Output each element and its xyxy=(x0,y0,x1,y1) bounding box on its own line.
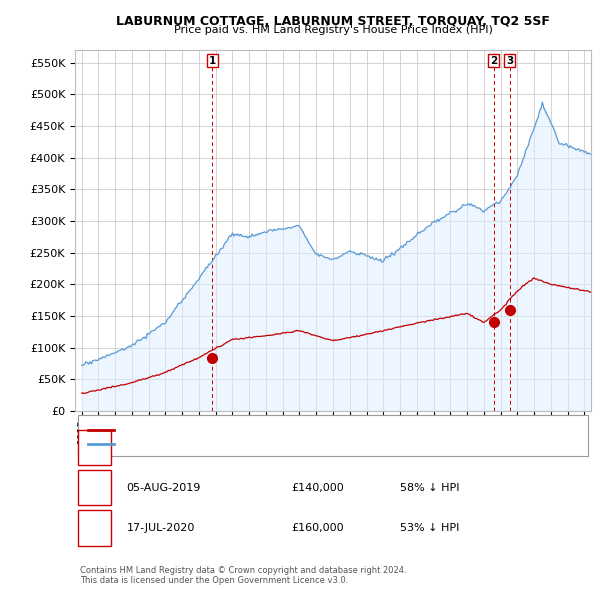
Text: £140,000: £140,000 xyxy=(292,483,344,493)
Text: 56% ↓ HPI: 56% ↓ HPI xyxy=(400,442,460,452)
Text: LABURNUM COTTAGE, LABURNUM STREET, TORQUAY, TQ2 5SF (detached house): LABURNUM COTTAGE, LABURNUM STREET, TORQU… xyxy=(119,425,503,434)
FancyBboxPatch shape xyxy=(77,415,589,456)
FancyBboxPatch shape xyxy=(77,430,111,465)
Text: Contains HM Land Registry data © Crown copyright and database right 2024.
This d: Contains HM Land Registry data © Crown c… xyxy=(80,566,407,585)
FancyBboxPatch shape xyxy=(77,470,111,505)
Text: £84,500: £84,500 xyxy=(292,442,338,452)
Text: 17-JUL-2020: 17-JUL-2020 xyxy=(127,523,195,533)
Text: Price paid vs. HM Land Registry's House Price Index (HPI): Price paid vs. HM Land Registry's House … xyxy=(173,25,493,35)
Text: 58% ↓ HPI: 58% ↓ HPI xyxy=(400,483,460,493)
Text: 3: 3 xyxy=(91,522,98,535)
Text: 11-OCT-2002: 11-OCT-2002 xyxy=(127,442,199,452)
Text: 53% ↓ HPI: 53% ↓ HPI xyxy=(400,523,460,533)
Text: £160,000: £160,000 xyxy=(292,523,344,533)
Text: 2: 2 xyxy=(490,55,497,65)
Text: HPI: Average price, detached house, Torbay: HPI: Average price, detached house, Torb… xyxy=(119,439,326,448)
FancyBboxPatch shape xyxy=(77,510,111,546)
Text: 1: 1 xyxy=(208,55,215,65)
Text: 1: 1 xyxy=(91,441,98,454)
Text: LABURNUM COTTAGE, LABURNUM STREET, TORQUAY, TQ2 5SF: LABURNUM COTTAGE, LABURNUM STREET, TORQU… xyxy=(116,15,550,28)
Text: 3: 3 xyxy=(506,55,513,65)
Text: 05-AUG-2019: 05-AUG-2019 xyxy=(127,483,201,493)
Text: 2: 2 xyxy=(91,481,98,494)
